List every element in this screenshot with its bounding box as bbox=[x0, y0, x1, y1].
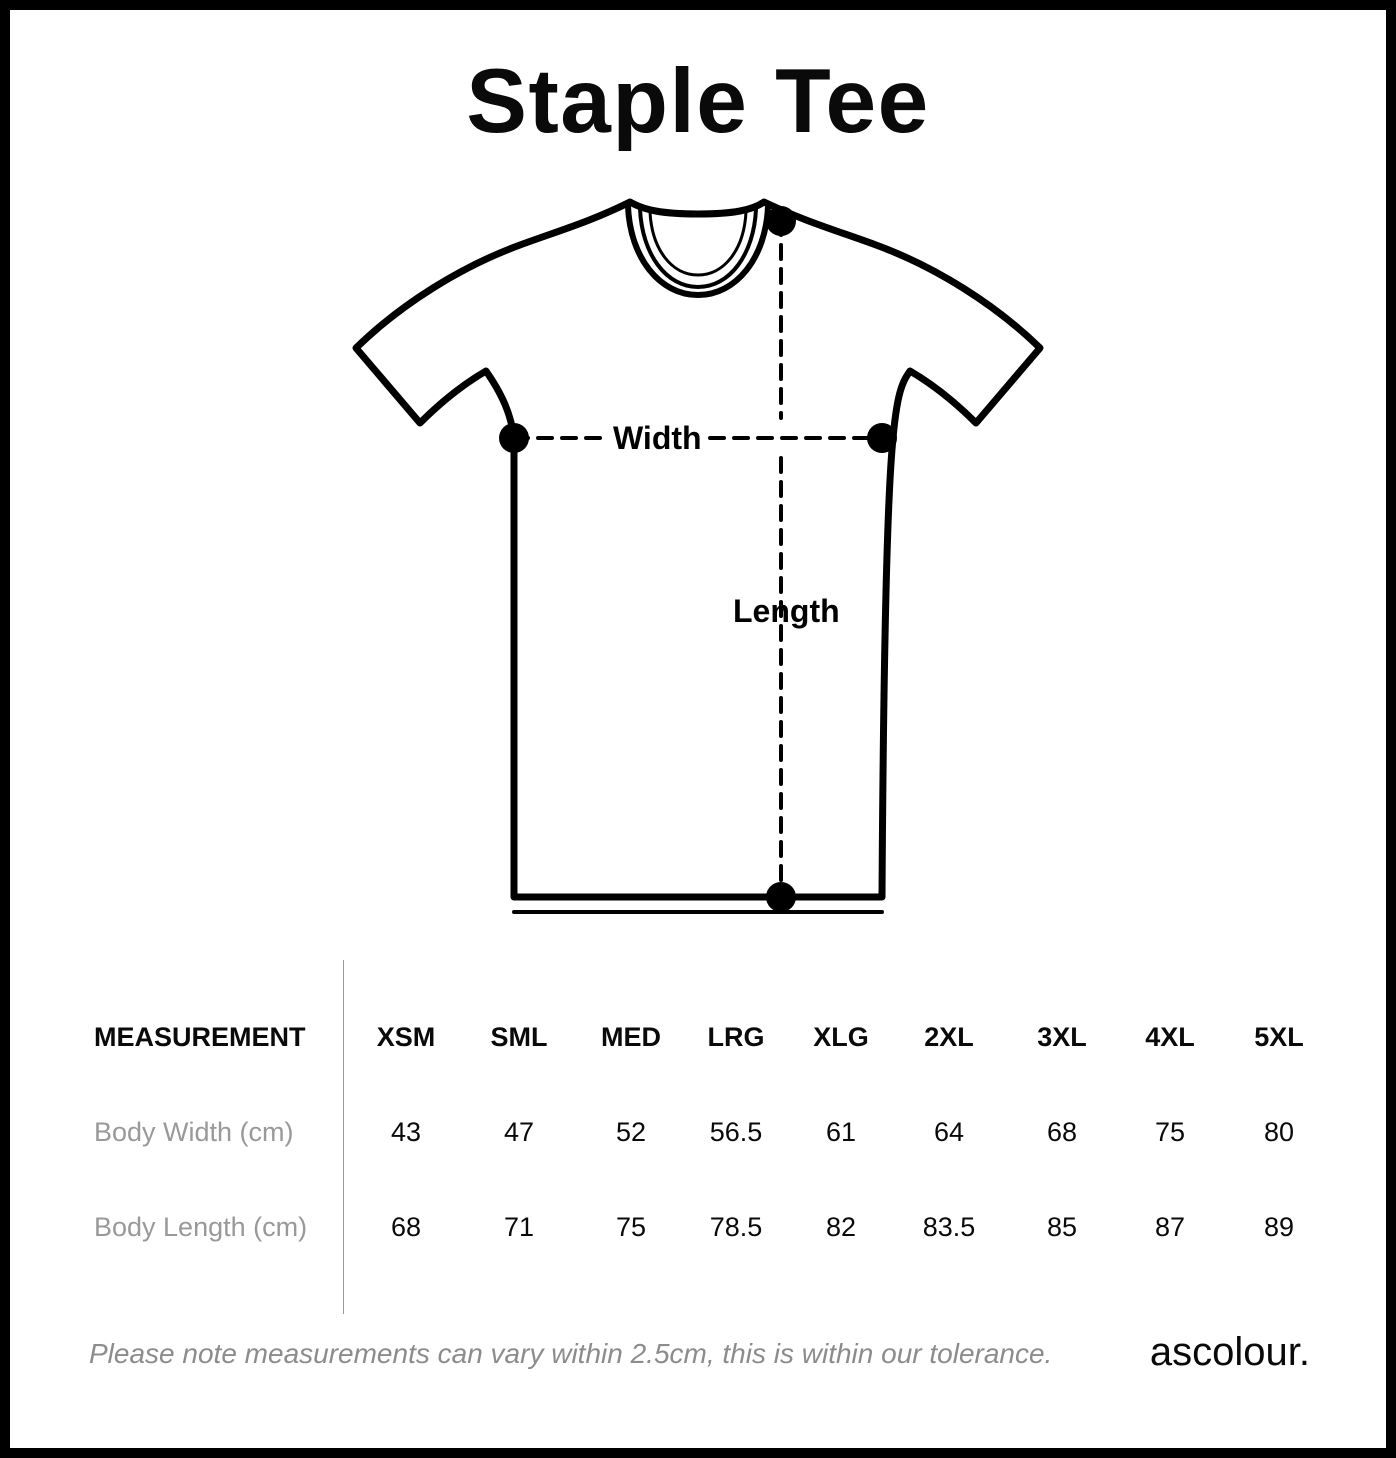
svg-text:Width: Width bbox=[613, 420, 702, 456]
svg-text:Length: Length bbox=[733, 593, 840, 629]
